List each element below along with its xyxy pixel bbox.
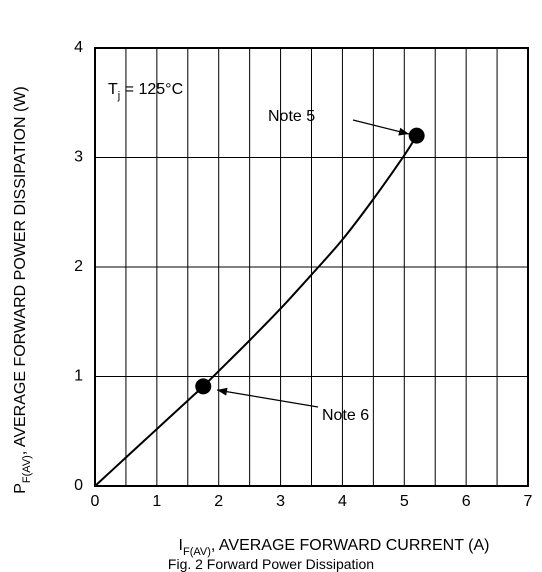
y-tick-label: 1 <box>74 368 83 385</box>
note-label: Note 5 <box>268 108 315 125</box>
x-axis-label: IF(AV), AVERAGE FORWARD CURRENT (A) <box>179 537 490 558</box>
x-tick-label: 0 <box>91 493 100 510</box>
x-axis-label-main: I <box>179 537 183 554</box>
y-axis-label-rest: , AVERAGE FORWARD POWER DISSIPATION (W) <box>12 86 29 455</box>
plot-frame <box>94 47 529 487</box>
y-axis-label-main: P <box>12 483 29 494</box>
data-marker <box>195 378 212 395</box>
y-axis-label: PF(AV), AVERAGE FORWARD POWER DISSIPATIO… <box>12 86 33 494</box>
annotation-tj: Tj = 125°C <box>108 81 183 102</box>
x-axis-label-rest: , AVERAGE FORWARD CURRENT (A) <box>211 537 490 554</box>
annotation-sub: j <box>117 90 120 102</box>
y-tick-label: 2 <box>74 258 83 275</box>
series-line <box>94 135 418 487</box>
y-axis-label-sub: F(AV) <box>21 455 33 483</box>
x-tick-label: 7 <box>524 493 533 510</box>
x-tick-label: 1 <box>152 493 161 510</box>
x-tick-labels: 0 1 2 3 4 5 6 7 <box>91 493 533 510</box>
annotation-main: T <box>108 81 118 98</box>
x-tick-label: 2 <box>214 493 223 510</box>
arrowhead <box>398 127 409 136</box>
x-tick-label: 5 <box>400 493 409 510</box>
y-tick-label: 3 <box>74 149 83 166</box>
y-tick-label: 4 <box>74 39 83 56</box>
x-tick-label: 4 <box>338 493 347 510</box>
y-tick-labels: 0 1 2 3 4 <box>74 39 83 494</box>
x-axis-label-sub: F(AV) <box>183 546 211 558</box>
x-tick-label: 3 <box>276 493 285 510</box>
note-label: Note 6 <box>322 407 369 424</box>
grid <box>95 48 528 486</box>
x-tick-label: 6 <box>462 493 471 510</box>
annotation-rest: = 125°C <box>120 81 183 98</box>
figure-caption: Fig. 2 Forward Power Dissipation <box>167 556 375 572</box>
annotation-arrow <box>216 389 319 408</box>
data-marker <box>408 127 425 144</box>
arrowhead <box>217 387 228 396</box>
markers: Note 6 Note 5 <box>195 108 425 424</box>
y-tick-label: 0 <box>74 477 83 494</box>
